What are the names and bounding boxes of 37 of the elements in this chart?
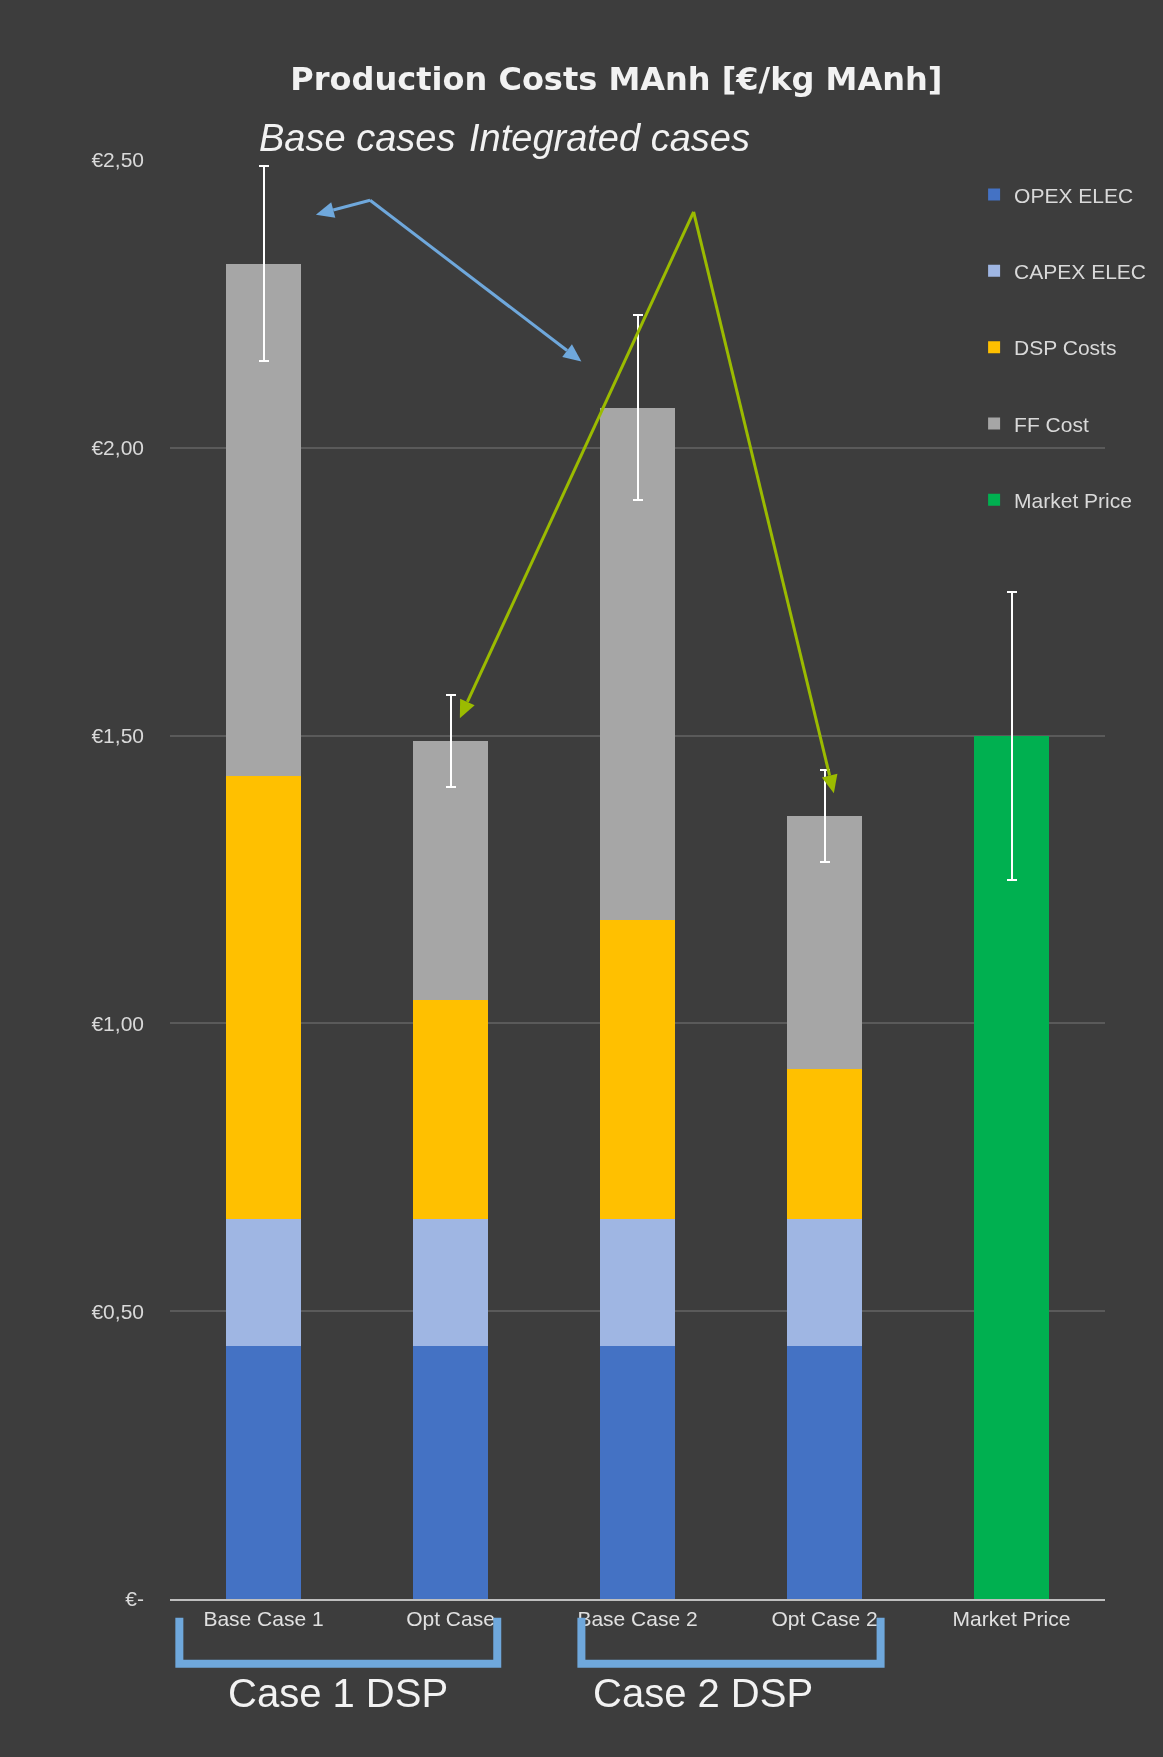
legend-label: CAPEX ELEC — [1014, 260, 1146, 284]
legend-label: OPEX ELEC — [1014, 183, 1134, 207]
bar — [413, 741, 488, 1001]
legend-label: DSP Costs — [1014, 336, 1117, 360]
x-tick-label: Opt Case — [406, 1607, 495, 1631]
y-tick-label: €2,00 — [91, 436, 144, 460]
bar — [787, 816, 862, 1070]
x-tick-label: Base Case 1 — [203, 1607, 324, 1631]
bar — [787, 1345, 862, 1599]
bar — [413, 1219, 488, 1346]
bar — [600, 407, 675, 920]
y-tick-label: €0,50 — [91, 1299, 144, 1323]
bar — [974, 735, 1049, 1599]
text: Case 1 DSP — [228, 1671, 449, 1715]
bar — [600, 1219, 675, 1346]
bar — [226, 263, 301, 776]
bar — [413, 1345, 488, 1599]
text: Integrated cases — [469, 117, 750, 159]
bar — [226, 775, 301, 1220]
bar — [413, 1000, 488, 1220]
x-tick-label: Opt Case 2 — [771, 1607, 878, 1631]
bar — [600, 919, 675, 1220]
legend-label: Market Price — [1014, 488, 1132, 512]
y-tick-label: €2,50 — [91, 148, 144, 172]
x-tick-label: Market Price — [952, 1607, 1071, 1631]
legend-label: FF Cost — [1014, 412, 1089, 436]
bar — [226, 1345, 301, 1599]
bar — [226, 1219, 301, 1346]
text: Case 2 DSP — [593, 1671, 814, 1715]
bar — [600, 1345, 675, 1599]
bar — [787, 1219, 862, 1346]
bar — [787, 1069, 862, 1220]
y-tick-label: €- — [125, 1587, 144, 1611]
y-tick-label: €1,00 — [91, 1011, 144, 1035]
y-tick-label: €1,50 — [91, 723, 144, 747]
chart-title: Production Costs MAnh [€/kg MAnh] — [290, 60, 943, 99]
text: Base cases — [259, 117, 456, 159]
